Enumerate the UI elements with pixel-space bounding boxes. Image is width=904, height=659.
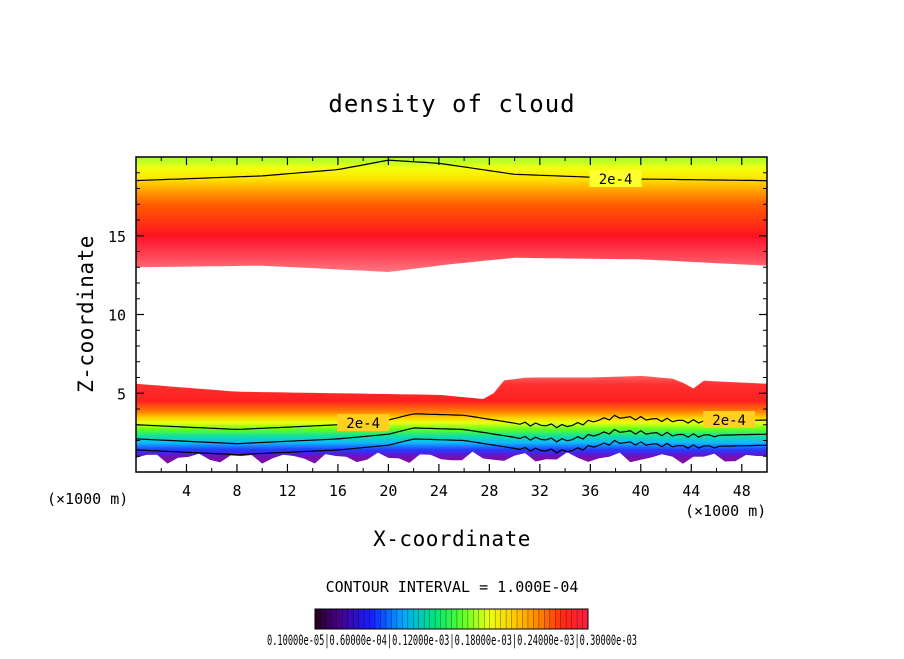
y-axis-label: Z-coordinate bbox=[74, 235, 98, 393]
colorbar-segment bbox=[325, 609, 332, 629]
upper-contour-line bbox=[136, 159, 767, 182]
x-tick-label: 36 bbox=[581, 482, 599, 500]
lower-contour-line bbox=[136, 438, 767, 456]
colorbar-segment bbox=[342, 609, 349, 629]
x-axis-label: X-coordinate bbox=[373, 527, 531, 551]
colorbar-segment bbox=[358, 609, 365, 629]
colorbar-segment bbox=[385, 609, 392, 629]
contour-lines bbox=[136, 159, 767, 456]
colorbar-segment bbox=[527, 609, 534, 629]
colorbar-segment bbox=[347, 609, 354, 629]
contour-label-bg bbox=[589, 170, 642, 188]
x-tick-label: 44 bbox=[682, 482, 700, 500]
colorbar-segment bbox=[418, 609, 425, 629]
colorbar-segment bbox=[549, 609, 556, 629]
x-tick-label: 32 bbox=[531, 482, 549, 500]
colorbar-tick-labels: 0.10000e-05|0.60000e-04|0.12000e-03|0.18… bbox=[267, 633, 637, 649]
x-tick-label: 20 bbox=[379, 482, 397, 500]
colorbar-segment bbox=[396, 609, 403, 629]
colorbar-segment bbox=[533, 609, 540, 629]
colorbar-segment bbox=[320, 609, 327, 629]
x-tick-label: 48 bbox=[733, 482, 751, 500]
density-field bbox=[136, 157, 767, 464]
colorbar-segment bbox=[424, 609, 430, 629]
contour-label-bg bbox=[703, 411, 756, 429]
colorbar-segment bbox=[560, 609, 567, 629]
colorbar-segment bbox=[364, 609, 370, 629]
x-axis-ticks: 4 8 12 16 20 24 28 32 36 40 44 48 bbox=[160, 157, 751, 500]
y-tick-label: 15 bbox=[108, 228, 126, 246]
contour-interval-label: CONTOUR INTERVAL = 1.000E-04 bbox=[326, 578, 579, 596]
lower-contour-line bbox=[136, 413, 767, 431]
colorbar-segment bbox=[391, 609, 398, 629]
lower-cloud-band bbox=[136, 375, 767, 464]
colorbar-segment bbox=[577, 609, 583, 629]
y-axis-ticks: 5 10 15 bbox=[108, 172, 767, 457]
x-unit-left: (×1000 m) bbox=[47, 490, 128, 508]
contour-label: 2e-4 bbox=[712, 413, 746, 429]
chart-title: density of cloud bbox=[328, 90, 575, 118]
colorbar-segment bbox=[484, 609, 491, 629]
colorbar-segment bbox=[413, 609, 420, 629]
colorbar-segment bbox=[336, 609, 343, 629]
y-tick-label: 5 bbox=[117, 385, 126, 403]
colorbar-segment bbox=[495, 609, 501, 629]
colorbar-segment bbox=[538, 609, 545, 629]
colorbar-segment bbox=[582, 609, 589, 629]
colorbar-segment bbox=[331, 609, 338, 629]
x-tick-label: 40 bbox=[632, 482, 650, 500]
colorbar-segment bbox=[511, 609, 518, 629]
colorbar-segment bbox=[473, 609, 480, 629]
colorbar-segment bbox=[440, 609, 447, 629]
colorbar-segment bbox=[467, 609, 474, 629]
colorbar-segment bbox=[435, 609, 441, 629]
lower-contour-line bbox=[136, 427, 767, 445]
x-tick-label: 24 bbox=[430, 482, 448, 500]
colorbar-segment bbox=[489, 609, 496, 629]
colorbar-segment bbox=[315, 609, 321, 629]
colorbar-segment bbox=[462, 609, 469, 629]
upper-cloud-band bbox=[136, 157, 767, 272]
colorbar-segment bbox=[380, 609, 387, 629]
contour-label: 2e-4 bbox=[346, 416, 380, 432]
colorbar-segment bbox=[566, 609, 572, 629]
colorbar-segment bbox=[517, 609, 523, 629]
colorbar-segment bbox=[456, 609, 463, 629]
x-tick-label: 8 bbox=[232, 482, 241, 500]
colorbar-segment bbox=[402, 609, 409, 629]
colorbar-segment bbox=[429, 609, 436, 629]
colorbar-segment bbox=[544, 609, 551, 629]
colorbar-segment bbox=[506, 609, 512, 629]
x-tick-label: 12 bbox=[278, 482, 296, 500]
colorbar bbox=[314, 608, 589, 630]
contour-label: 2e-4 bbox=[599, 172, 633, 188]
colorbar-segment bbox=[522, 609, 529, 629]
colorbar-segment bbox=[369, 609, 376, 629]
colorbar-frame bbox=[314, 608, 589, 630]
x-unit-right: (×1000 m) bbox=[685, 502, 766, 520]
colorbar-segment bbox=[375, 609, 381, 629]
colorbar-segment bbox=[555, 609, 561, 629]
colorbar-segment bbox=[478, 609, 485, 629]
colorbar-segment bbox=[353, 609, 359, 629]
x-tick-label: 28 bbox=[480, 482, 498, 500]
colorbar-segment bbox=[500, 609, 507, 629]
x-tick-label: 4 bbox=[182, 482, 191, 500]
x-tick-label: 16 bbox=[329, 482, 347, 500]
colorbar-segment bbox=[571, 609, 578, 629]
contour-label-bg bbox=[337, 414, 390, 432]
colorbar-segment bbox=[407, 609, 414, 629]
colorbar-segment bbox=[446, 609, 452, 629]
colorbar-segment bbox=[451, 609, 458, 629]
y-tick-label: 10 bbox=[108, 307, 126, 325]
